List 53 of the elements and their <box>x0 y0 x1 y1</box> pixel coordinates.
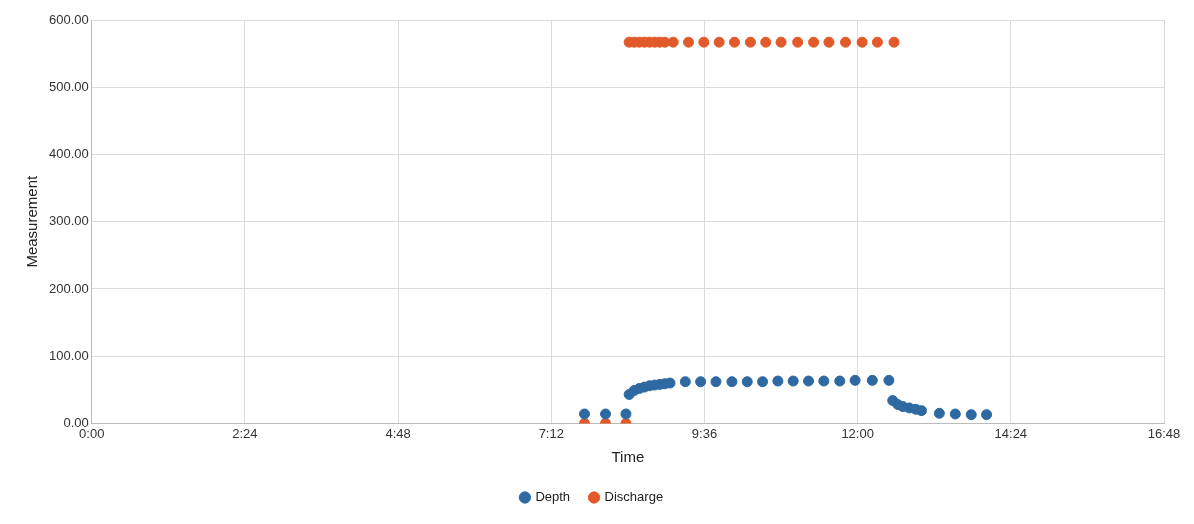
point <box>834 375 846 387</box>
x-tick-label: 14:24 <box>994 425 1028 441</box>
x-tick-label: 16:48 <box>1147 425 1181 441</box>
legend-label: Discharge <box>604 489 664 505</box>
point <box>679 376 691 388</box>
point <box>741 376 753 388</box>
y-tick-label: 400.00 <box>49 146 89 162</box>
point <box>760 36 772 48</box>
point <box>981 409 993 421</box>
x-tick-label: 9:36 <box>691 425 718 441</box>
point <box>803 375 814 387</box>
point <box>620 408 632 420</box>
point <box>840 36 852 48</box>
point <box>792 36 804 48</box>
point <box>726 376 738 388</box>
y-tick-label: 300.00 <box>49 213 89 229</box>
point <box>578 408 590 420</box>
point <box>787 375 799 387</box>
y-tick-label: 600.00 <box>49 11 89 27</box>
point <box>757 376 769 388</box>
point <box>600 408 612 420</box>
point <box>883 374 895 386</box>
x-tick-label: 2:24 <box>232 425 258 441</box>
x-tick-label: 7:12 <box>538 425 564 441</box>
point <box>744 36 756 48</box>
point <box>728 36 740 48</box>
point <box>888 36 900 48</box>
point <box>856 36 868 48</box>
point <box>713 36 725 48</box>
point <box>866 374 878 386</box>
point <box>775 36 787 48</box>
point <box>772 375 784 387</box>
point <box>871 36 883 48</box>
point <box>949 408 961 420</box>
x-tick-label: 4:48 <box>385 425 411 441</box>
x-tick-label: 12:00 <box>841 425 874 441</box>
point <box>683 36 695 48</box>
y-tick-label: 100.00 <box>49 347 89 363</box>
y-tick-label: 200.00 <box>49 280 89 296</box>
point <box>849 374 861 386</box>
legend-label: Depth <box>535 489 571 505</box>
point <box>933 407 945 419</box>
point <box>818 375 830 387</box>
point <box>710 376 722 388</box>
y-tick-label: 0.00 <box>63 414 89 430</box>
y-axis-title: Measurement <box>23 175 41 268</box>
point <box>823 36 835 48</box>
x-axis-title: Time <box>611 448 645 466</box>
point <box>965 409 977 421</box>
y-tick-label: 500.00 <box>49 78 89 94</box>
point <box>695 376 707 388</box>
point <box>808 36 820 48</box>
point <box>698 36 710 48</box>
